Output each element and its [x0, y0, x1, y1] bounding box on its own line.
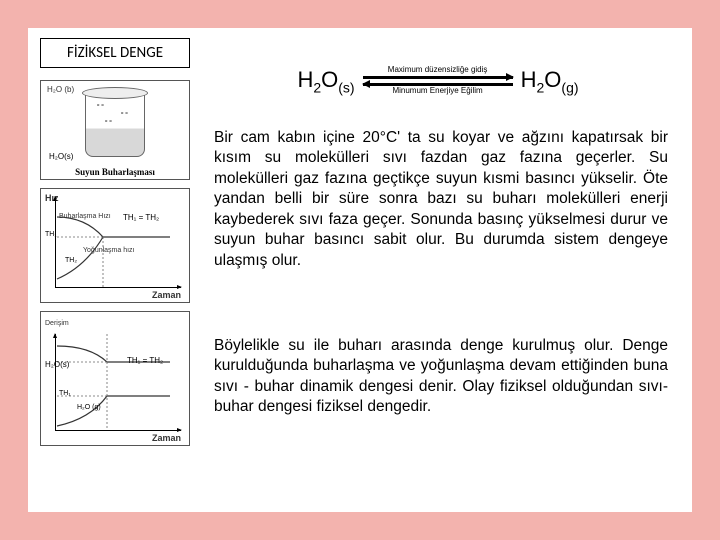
equilibrium-arrows: Maximum düzensizliğe gidiş Minumum Enerj… — [363, 66, 513, 96]
title-text: FİZİKSEL DENGE — [67, 44, 163, 62]
product-phase: (g) — [561, 79, 578, 95]
arrow-bottom-label: Minumum Enerjiye Eğilim — [363, 87, 513, 96]
fig2-curve2-label: Yoğunlaşma hızı — [83, 247, 135, 254]
figures-column: H₂O (b) ∘∘ ∘∘ ∘∘ H₂O(s) Suyun Buharlaşma… — [40, 80, 190, 454]
fig2-curves — [55, 197, 175, 289]
paragraph-1: Bir cam kabın içine 20°C' ta su koyar ve… — [214, 128, 668, 271]
product-formula: H2O(g) — [521, 67, 579, 95]
reactant-phase: (s) — [338, 79, 354, 95]
title-box: FİZİKSEL DENGE — [40, 38, 190, 68]
figure1-caption: Suyun Buharlaşması — [41, 167, 189, 177]
fig3-t1: TH₁ — [59, 390, 71, 397]
figure-concentration-graph: Derişim H₂O(s) H₂O (g) TH₁ = TH₂ TH₁ Zam… — [40, 311, 190, 446]
reactant: H2O — [297, 67, 338, 92]
product: H2O — [521, 67, 562, 92]
arrow-top-label: Maximum düzensizliğe gidiş — [363, 66, 513, 75]
fig2-xlabel: Zaman — [152, 290, 181, 300]
slide-content-area: FİZİKSEL DENGE H₂O (b) ∘∘ ∘∘ ∘∘ H₂O(s) S… — [28, 28, 692, 512]
fig3-ylabel: Derişim — [45, 320, 69, 327]
figure-rate-graph: Hız Buharlaşma Hızı Yoğunlaşma hızı TH₁ … — [40, 188, 190, 303]
fig3-curves — [55, 334, 175, 432]
jar-drawing: ∘∘ ∘∘ ∘∘ — [85, 95, 145, 157]
fig3-line1-label: H₂O(s) — [45, 360, 69, 369]
fig2-eq-label: TH₁ = TH₂ — [123, 213, 159, 222]
fig3-line2-label: H₂O (g) — [77, 404, 101, 411]
fig2-t1: TH₁ — [45, 231, 57, 238]
fig2-t2: TH₂ — [65, 257, 77, 264]
double-arrow-icon — [363, 75, 513, 87]
reaction-equation: H2O(s) Maximum düzensizliğe gidiş Minumu… — [218, 66, 658, 96]
jar-label-liquid: H₂O(s) — [49, 152, 73, 161]
jar-label-gas: H₂O (b) — [47, 85, 74, 94]
fig3-xlabel: Zaman — [152, 433, 181, 443]
fig3-eq-label: TH₁ = TH₂ — [127, 356, 163, 365]
figure-jar: H₂O (b) ∘∘ ∘∘ ∘∘ H₂O(s) Suyun Buharlaşma… — [40, 80, 190, 180]
reactant-formula: H2O(s) — [297, 67, 354, 95]
fig2-curve1-label: Buharlaşma Hızı — [59, 213, 111, 220]
paragraph-2: Böylelikle su ile buharı arasında denge … — [214, 336, 668, 418]
